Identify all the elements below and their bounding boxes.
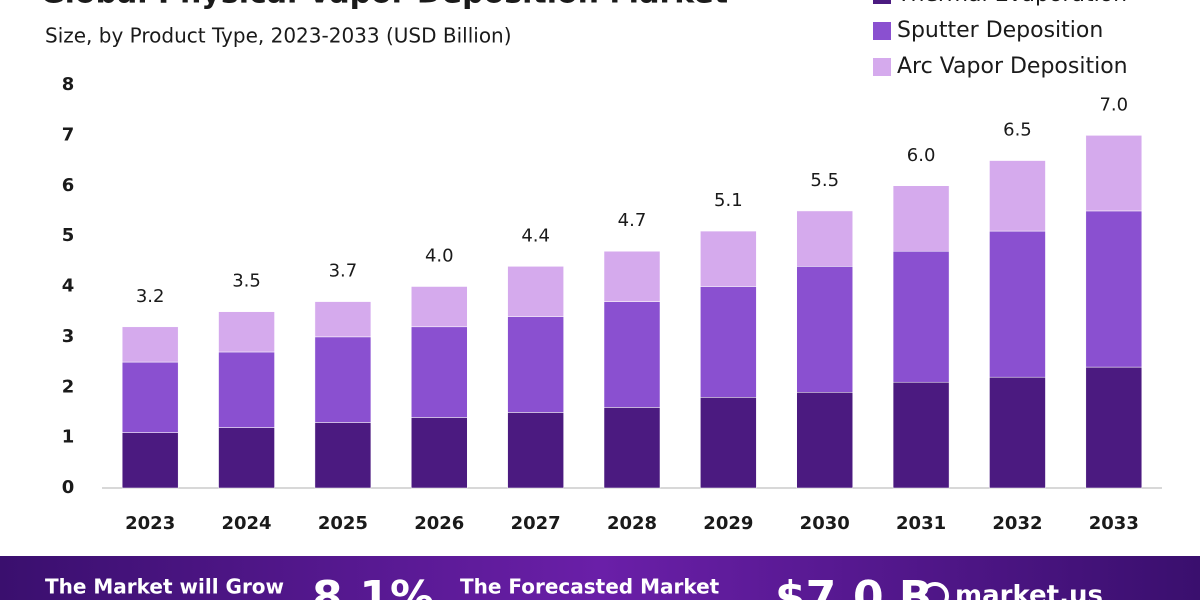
y-tick-label: 8	[62, 74, 75, 95]
bar-segment	[1085, 135, 1143, 212]
chart-subtitle: Size, by Product Type, 2023-2033 (USD Bi…	[45, 24, 512, 48]
total-label: 4.4	[521, 225, 550, 246]
legend-swatch	[873, 0, 891, 4]
x-tick-label: 2032	[992, 513, 1042, 534]
bar-segment	[603, 407, 661, 489]
y-tick-label: 7	[62, 124, 75, 145]
total-label: 3.5	[232, 271, 261, 292]
bar-segment	[121, 326, 179, 363]
total-label: 3.2	[136, 286, 165, 307]
y-tick-label: 3	[62, 326, 75, 347]
y-tick-label: 1	[62, 427, 75, 448]
bar-segment	[1085, 366, 1143, 489]
growth-value: 8.1%	[312, 572, 434, 600]
x-tick-label: 2023	[125, 513, 175, 534]
y-tick-label: 5	[62, 225, 75, 246]
bar-segment	[700, 397, 757, 489]
total-label: 4.0	[425, 246, 454, 267]
bar-segment	[218, 351, 275, 428]
brand: market.us	[955, 581, 1103, 600]
bar-segment	[507, 266, 564, 317]
x-tick-label: 2031	[896, 513, 946, 534]
bar-segment	[411, 417, 468, 489]
bar-segment	[892, 250, 950, 383]
forecast-value: $7.0 B	[775, 572, 932, 600]
x-tick-label: 2029	[703, 513, 753, 534]
total-label: 7.0	[1099, 94, 1128, 115]
bar-segment	[989, 230, 1046, 378]
x-tick-label: 2024	[221, 513, 271, 534]
bar-segment	[218, 427, 275, 489]
brand-logo	[921, 582, 949, 600]
bar-segment	[1085, 210, 1143, 368]
bar-segment	[892, 185, 950, 252]
growth-text: The Market will Grow	[45, 575, 284, 599]
bar-segment	[218, 311, 275, 353]
forecast-text: The Forecasted Market	[460, 575, 720, 599]
bar-segment	[892, 381, 950, 489]
bar-segment	[121, 432, 179, 489]
bar-segment	[411, 286, 468, 328]
y-tick-label: 2	[62, 376, 75, 397]
bar-segment	[314, 301, 372, 338]
x-tick-label: 2026	[414, 513, 464, 534]
bar-segment	[314, 422, 372, 489]
bar-segment	[411, 326, 468, 418]
bar-segment	[796, 266, 853, 393]
total-label: 6.5	[1003, 120, 1032, 141]
bar-segment	[700, 286, 757, 398]
bar-segment	[603, 301, 661, 408]
y-tick-label: 4	[62, 276, 75, 297]
total-label: 5.1	[714, 190, 743, 211]
total-label: 6.0	[907, 145, 936, 166]
x-tick-label: 2025	[318, 513, 368, 534]
bar-segment	[603, 250, 661, 302]
bar-segment	[314, 336, 372, 423]
total-label: 4.7	[618, 210, 647, 231]
bar-segment	[796, 392, 853, 489]
chart-title: Global Physical Vapor Deposition Market	[40, 0, 728, 11]
total-label: 5.5	[810, 170, 839, 191]
bar-segment	[700, 230, 757, 287]
legend-label: Arc Vapor Deposition	[897, 54, 1128, 79]
legend-label: Thermal Evaporation	[896, 0, 1127, 7]
x-tick-label: 2030	[800, 513, 850, 534]
bar-segment	[121, 361, 179, 433]
legend-swatch	[873, 22, 891, 40]
x-tick-label: 2027	[511, 513, 561, 534]
bar-segment	[507, 412, 564, 489]
x-tick-label: 2028	[607, 513, 657, 534]
x-tick-label: 2033	[1089, 513, 1139, 534]
bar-segment	[989, 376, 1046, 489]
y-tick-label: 0	[62, 477, 75, 498]
bar-segment	[989, 160, 1046, 232]
bar-segment	[507, 316, 564, 413]
y-tick-label: 6	[62, 175, 75, 196]
plot-area: 0 1 2 3 4 5 6 7 8 2023 3.2 2024 3.5 2025 3.7 2026 4.0 202…	[62, 0, 1162, 534]
bar-segment	[796, 210, 853, 267]
legend-label: Sputter Deposition	[897, 18, 1103, 43]
footer-band	[0, 556, 1200, 600]
legend-swatch	[873, 58, 891, 76]
total-label: 3.7	[329, 261, 358, 282]
